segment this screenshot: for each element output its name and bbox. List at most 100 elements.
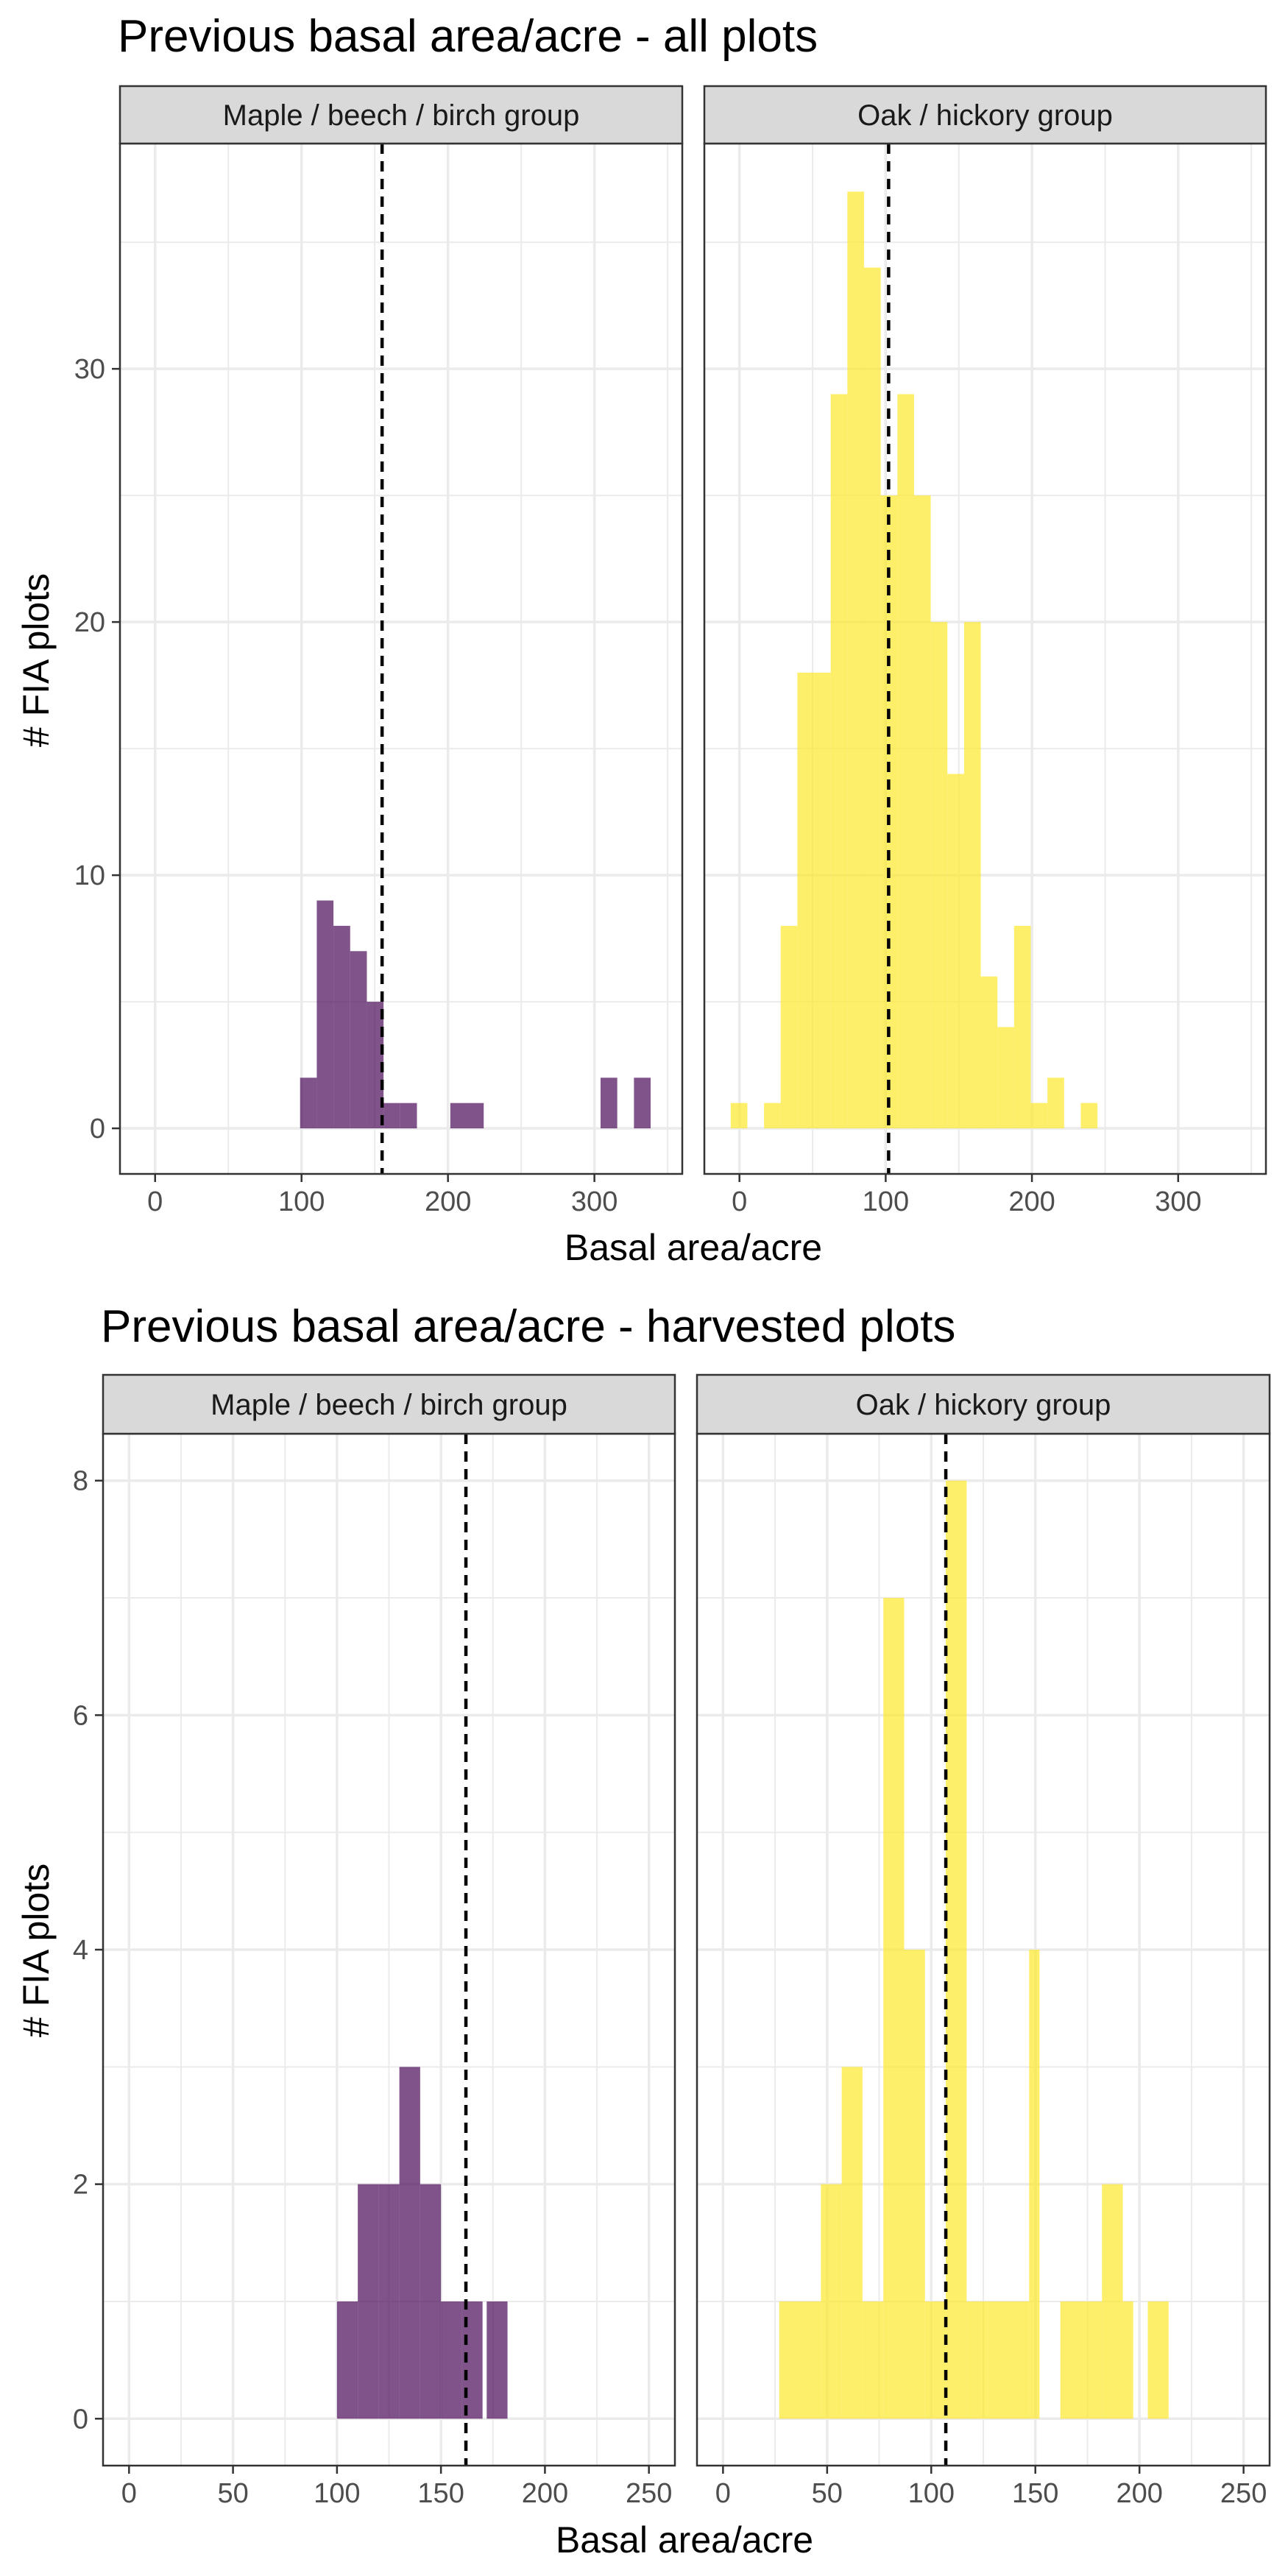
histogram-bar [946, 1480, 967, 2419]
histogram-bar [830, 394, 848, 1129]
histogram-bar [1013, 925, 1031, 1129]
histogram-bar [821, 2184, 842, 2419]
x-tick-label: 0 [147, 1186, 163, 1217]
x-tick-label: 0 [732, 1186, 747, 1217]
histogram-bar [378, 2184, 400, 2419]
histogram-bar [441, 2301, 462, 2419]
histogram-bar [399, 2067, 420, 2419]
x-tick-label: 250 [1220, 2478, 1267, 2509]
panel-maple-beech-birch: Maple / beech / birch group 0 100 200 300 0 10… [74, 85, 684, 1217]
y-tick-label: 4 [73, 1935, 88, 1966]
facet-strip [102, 1373, 676, 1435]
panel-oak-hickory: Oak / hickory group 0 50 100 150 200 250 [696, 1373, 1271, 2509]
y-tick-label: 2 [73, 2170, 88, 2201]
histogram-bar [1047, 1078, 1064, 1129]
y-tick-label: 30 [74, 354, 105, 385]
x-tick-label: 200 [522, 2478, 568, 2509]
histogram-bar [486, 2301, 508, 2419]
panel-maple-beech-birch: Maple / beech / birch group 0 50 100 150 200 2… [73, 1373, 676, 2509]
histogram-bar [634, 1078, 651, 1129]
histogram-bar [841, 2067, 863, 2419]
chart-title-harvested-plots: Previous basal area/acre - harvested plo… [101, 1301, 955, 1352]
histogram-bar [420, 2184, 442, 2419]
x-tick-label: 0 [121, 2478, 137, 2509]
histogram-bar [947, 774, 964, 1129]
histogram-bar [367, 1002, 384, 1129]
histogram-bar [997, 1027, 1014, 1129]
histogram-bar [358, 2184, 379, 2419]
x-tick-label: 200 [425, 1186, 471, 1217]
histogram-bar [880, 495, 898, 1129]
histogram-bar [814, 672, 831, 1129]
panel-oak-hickory: Oak / hickory group 0 100 200 300 [703, 85, 1267, 1217]
histogram-bar [333, 925, 350, 1129]
x-tick-label: 200 [1116, 2478, 1162, 2509]
x-tick-label: 0 [715, 2478, 731, 2509]
histogram-bar [336, 2301, 358, 2419]
histogram-bar [350, 951, 367, 1129]
histogram-bar [1102, 2184, 1123, 2419]
histogram-bar [316, 900, 334, 1129]
facet-strip-label: Maple / beech / birch group [210, 1389, 567, 1421]
histogram-bar [1147, 2301, 1169, 2419]
y-tick-label: 20 [74, 607, 105, 638]
histogram-bar [300, 1078, 317, 1129]
histogram-bar [924, 2301, 946, 2419]
x-tick-label: 50 [217, 2478, 248, 2509]
histogram-bar [930, 622, 948, 1129]
histogram-bar [862, 2301, 884, 2419]
x-tick-label: 150 [417, 2478, 464, 2509]
y-tick-label: 10 [74, 860, 105, 891]
histogram-bar [963, 622, 981, 1129]
histogram-bar [966, 2301, 988, 2419]
x-tick-label: 300 [571, 1186, 618, 1217]
histogram-bar [987, 2301, 1008, 2419]
facet-strip [703, 85, 1267, 145]
x-tick-label: 100 [908, 2478, 955, 2509]
chart-title-all-plots: Previous basal area/acre - all plots [118, 11, 818, 62]
facet-strip [696, 1373, 1271, 1435]
y-tick-label: 0 [73, 2404, 88, 2435]
figure-all-plots: Maple / beech / birch group 0 100 200 300 0 10… [74, 85, 1267, 1217]
x-axis-title-all-plots: Basal area/acre [565, 1227, 822, 1268]
histogram-bar [897, 394, 914, 1129]
histogram-bar [863, 267, 881, 1129]
x-tick-label: 200 [1008, 1186, 1055, 1217]
histogram-bar [779, 2301, 801, 2419]
histogram-bar [1008, 2301, 1030, 2419]
y-axis-title-all-plots: # FIA plots [15, 573, 57, 747]
histogram-bar [1029, 1950, 1040, 2419]
histogram-bar [797, 672, 815, 1129]
facet-strip-label: Maple / beech / birch group [223, 99, 580, 132]
x-tick-label: 100 [863, 1186, 909, 1217]
histogram-bar [1060, 2301, 1081, 2419]
y-tick-label: 6 [73, 1700, 88, 1731]
x-axis-title-harvested-plots: Basal area/acre [556, 2519, 813, 2561]
histogram-bar [980, 976, 998, 1129]
histogram-bar [1080, 1103, 1098, 1129]
histogram-bar [847, 191, 864, 1129]
facet-strip [118, 85, 684, 145]
panel-background [120, 144, 682, 1174]
x-tick-label: 300 [1155, 1186, 1201, 1217]
histogram-bar [883, 1598, 905, 2419]
histogram-bar [800, 2301, 821, 2419]
histogram-bar [383, 1103, 400, 1129]
histogram-bar [467, 1103, 484, 1129]
histogram-bar [730, 1103, 748, 1129]
x-tick-label: 100 [278, 1186, 325, 1217]
histogram-bar [600, 1078, 618, 1129]
x-tick-label: 100 [314, 2478, 360, 2509]
histogram-bar [1030, 1103, 1048, 1129]
x-tick-label: 250 [626, 2478, 672, 2509]
histogram-bar [450, 1103, 467, 1129]
histogram-bar [904, 1950, 925, 2419]
x-tick-label: 50 [812, 2478, 843, 2509]
y-axis-title-harvested-plots: # FIA plots [15, 1864, 57, 2037]
facet-strip-label: Oak / hickory group [856, 1389, 1111, 1421]
x-tick-label: 150 [1012, 2478, 1058, 2509]
histogram-bar [400, 1103, 417, 1129]
